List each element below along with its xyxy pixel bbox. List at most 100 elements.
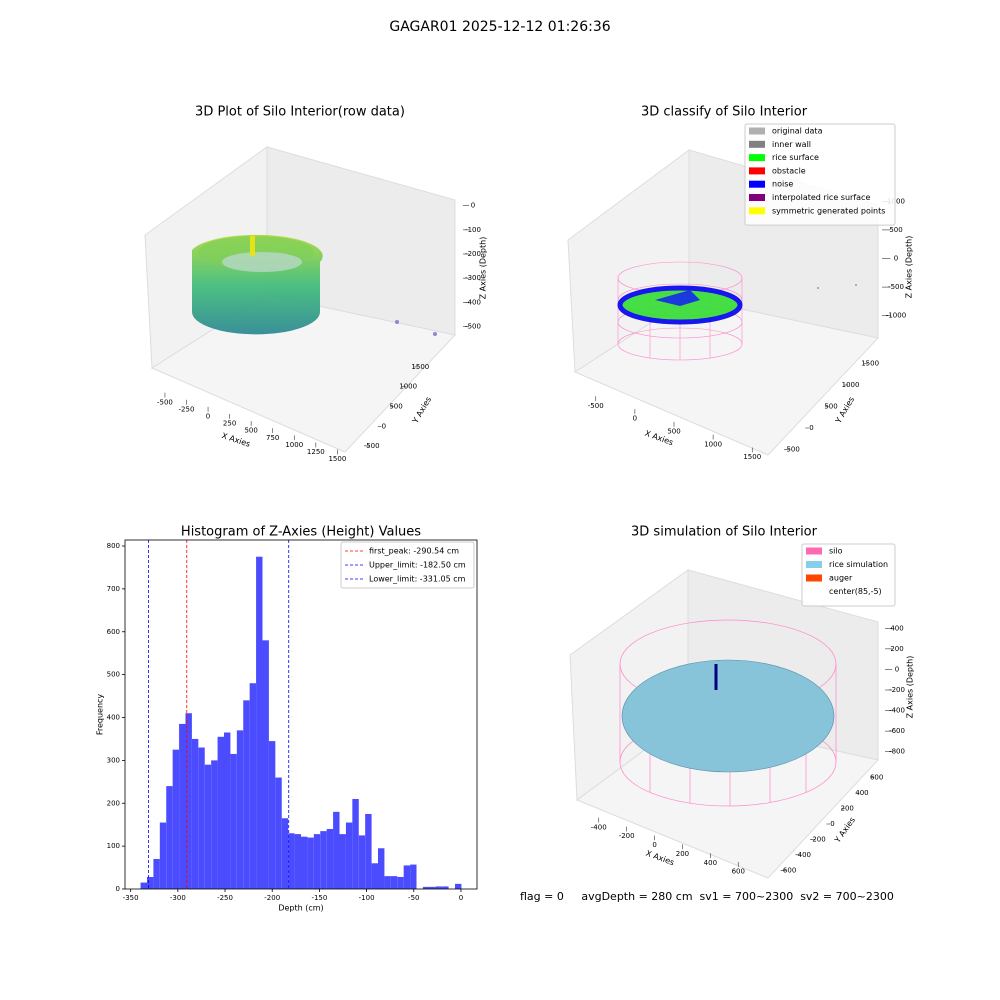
histogram-bar: [243, 700, 250, 889]
legend-label: obstacle: [772, 166, 806, 175]
histogram-bar: [313, 834, 321, 889]
histogram-bar: [307, 837, 314, 889]
histogram-bar: [345, 822, 353, 889]
legend-swatch: [806, 547, 822, 555]
histogram-bar: [333, 811, 340, 889]
histogram-bar: [185, 713, 192, 889]
y-tick-label: 400: [855, 789, 868, 797]
x-tick-label: 500: [244, 427, 257, 435]
x-tick-label: 0: [652, 841, 656, 849]
histogram-bar: [198, 747, 205, 889]
y-tick-label: 500: [389, 403, 402, 411]
x-axis-label: X Axies: [645, 849, 676, 868]
panel-1-decoration: [567, 149, 879, 456]
y-tick-label: 0: [809, 424, 813, 432]
histogram-bar: [320, 831, 327, 889]
histogram-bar: [365, 813, 372, 889]
histogram-bar: [262, 640, 269, 889]
z-tick-label: 0: [471, 202, 475, 210]
legend-label: center(85,-5): [829, 587, 882, 596]
legend-swatch: [749, 140, 765, 148]
z-tick-label: -200: [465, 250, 481, 258]
z-tick-label: -400: [465, 298, 481, 306]
histogram-bar: [223, 732, 231, 889]
legend-swatch: [749, 167, 765, 175]
x-tick-label: 1000: [704, 440, 722, 448]
x-tick-label: 1500: [328, 455, 346, 463]
legend-box: [801, 543, 896, 607]
x-tick-label: -250: [217, 894, 233, 902]
histogram-bar: [217, 736, 224, 889]
histogram-bar: [301, 836, 308, 889]
y-tick-label: 400: [107, 714, 120, 722]
legend-label: Lower_limit: -331.05 cm: [369, 575, 466, 584]
legend-swatch: [749, 180, 765, 188]
z-tick-label: -800: [889, 748, 905, 756]
x-tick-label: 500: [667, 428, 680, 436]
z-axis-label: Z Axies (Depth): [479, 237, 488, 300]
x-tick-label: 0: [459, 894, 463, 902]
histogram-bar: [236, 730, 244, 889]
x-tick-label: 1500: [743, 453, 761, 461]
histogram-bar: [288, 833, 295, 889]
y-tick-label: 800: [107, 542, 120, 550]
legend-label: inner wall: [772, 140, 811, 149]
histogram-bar: [172, 749, 180, 889]
plot-frame: [124, 539, 478, 890]
histogram-bar: [275, 777, 282, 889]
y-tick-label: 700: [107, 585, 120, 593]
x-tick-label: -100: [359, 894, 375, 902]
y-axis-label: Y Axies: [832, 816, 857, 846]
chart-title: Histogram of Z-Axies (Height) Values: [181, 525, 421, 540]
z-tick-label: -600: [889, 727, 905, 735]
x-tick-label: 1000: [285, 441, 303, 449]
y-tick-label: 0: [116, 885, 120, 893]
y-tick-label: -600: [780, 866, 796, 874]
legend-label: silo: [829, 547, 843, 556]
x-tick-label: -200: [264, 894, 280, 902]
legend-swatch: [806, 561, 822, 568]
x-tick-label: -200: [619, 832, 635, 840]
z-tick-label: -400: [889, 707, 905, 715]
z-tick-label: 400: [890, 624, 903, 632]
y-tick-label: 1500: [861, 359, 879, 367]
y-tick-label: 600: [870, 774, 883, 782]
legend-label: Upper_limit: -182.50 cm: [369, 561, 466, 570]
y-tick-label: 200: [107, 799, 120, 807]
histogram-bar: [191, 738, 199, 889]
y-axis-label: Frequency: [96, 694, 105, 736]
x-tick-label: -400: [591, 823, 607, 831]
x-tick-label: -350: [123, 894, 139, 902]
z-tick-label: -200: [889, 686, 905, 694]
y-tick-label: -500: [364, 442, 380, 450]
histogram-bar: [140, 882, 147, 889]
x-tick-label: 250: [223, 420, 236, 428]
x-tick-label: 600: [732, 868, 745, 876]
z-tick-label: -1000: [886, 312, 906, 320]
histogram-bar: [352, 798, 359, 889]
x-tick-label: 200: [676, 850, 689, 858]
histogram-bar: [204, 764, 212, 889]
y-tick-label: 500: [824, 403, 837, 411]
z-tick-label: -500: [465, 323, 481, 331]
legend-label: interpolated rice surface: [772, 193, 870, 202]
legend-label: rice simulation: [829, 560, 888, 569]
z-tick-label: -500: [888, 283, 904, 291]
y-tick-label: -500: [784, 446, 800, 454]
histogram-bar: [153, 858, 160, 889]
chart-title: 3D simulation of Silo Interior: [631, 525, 818, 540]
histogram-bar: [358, 835, 366, 889]
histogram-bar: [159, 822, 167, 889]
legend-swatch: [749, 207, 765, 215]
y-tick-label: 300: [107, 756, 120, 764]
histogram-bar: [230, 753, 237, 889]
legend-swatch: [749, 154, 765, 162]
y-tick-label: 600: [107, 628, 120, 636]
legend-box: [340, 541, 475, 589]
histogram-bar: [384, 876, 391, 889]
z-tick-label: 1000: [887, 197, 905, 205]
x-tick-label: 1250: [307, 448, 325, 456]
y-tick-label: 1000: [399, 383, 417, 391]
histogram-bar: [326, 828, 334, 889]
histogram-bar: [429, 886, 436, 889]
